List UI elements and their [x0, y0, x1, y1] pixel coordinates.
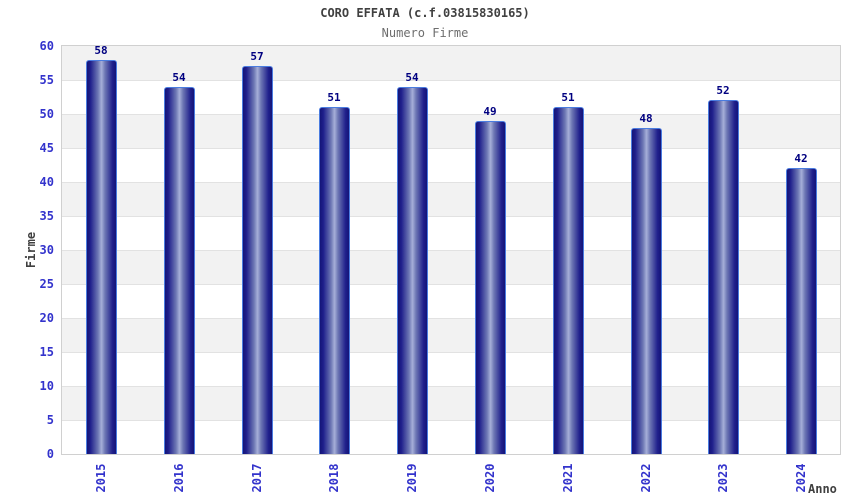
y-tick-label: 45 [39, 141, 54, 155]
x-tick-label-2021: 2021 [561, 463, 575, 493]
y-tick-label: 30 [39, 243, 54, 257]
y-tick-label: 55 [39, 73, 54, 87]
y-tick-label: 60 [39, 39, 54, 53]
y-tick-label: 15 [39, 345, 54, 359]
bar-2019 [397, 87, 428, 454]
x-tick-label-2020: 2020 [483, 463, 497, 493]
y-tick-label: 25 [39, 277, 54, 291]
bar-2016 [164, 87, 195, 454]
grid-band [62, 46, 840, 80]
x-tick-label-2023: 2023 [716, 463, 730, 493]
bar-2021 [553, 107, 584, 454]
x-tick-label-2017: 2017 [250, 463, 264, 493]
bar-value-label: 58 [94, 44, 108, 57]
bar-value-label: 54 [172, 71, 186, 84]
x-tick-label-2018: 2018 [327, 463, 341, 493]
x-tick-label-2015: 2015 [94, 463, 108, 493]
y-tick-label: 40 [39, 175, 54, 189]
bar-2023 [708, 100, 739, 454]
x-tick-label-2024: 2024 [794, 463, 808, 493]
chart-subtitle: Numero Firme [381, 26, 469, 40]
bar-2017 [242, 66, 273, 454]
bar-2015 [86, 60, 117, 454]
y-tick-label: 35 [39, 209, 54, 223]
bar-value-label: 42 [794, 152, 808, 165]
bar-value-label: 52 [716, 84, 730, 97]
x-tick-label-2019: 2019 [405, 463, 419, 493]
x-axis-title: Anno [808, 482, 837, 496]
bar-value-label: 51 [561, 91, 575, 104]
chart-title: CORO EFFATA (c.f.03815830165) [320, 6, 530, 20]
y-tick-label: 10 [39, 379, 54, 393]
bar-2022 [631, 128, 662, 454]
bar-value-label: 48 [639, 112, 653, 125]
plot-area: 58 54 57 51 54 49 51 48 52 42 [61, 44, 841, 455]
bar-2020 [475, 121, 506, 454]
y-tick-label: 0 [46, 447, 54, 461]
bar-value-label: 49 [483, 105, 497, 118]
bar-value-label: 57 [250, 50, 264, 63]
bar-value-label: 51 [327, 91, 341, 104]
y-tick-label: 20 [39, 311, 54, 325]
x-tick-label-2016: 2016 [172, 463, 186, 493]
bar-value-label: 54 [405, 71, 419, 84]
x-tick-label-2022: 2022 [639, 463, 653, 493]
y-tick-label: 5 [46, 413, 54, 427]
y-tick-label: 50 [39, 107, 54, 121]
bar-2024 [786, 168, 817, 454]
bar-2018 [319, 107, 350, 454]
